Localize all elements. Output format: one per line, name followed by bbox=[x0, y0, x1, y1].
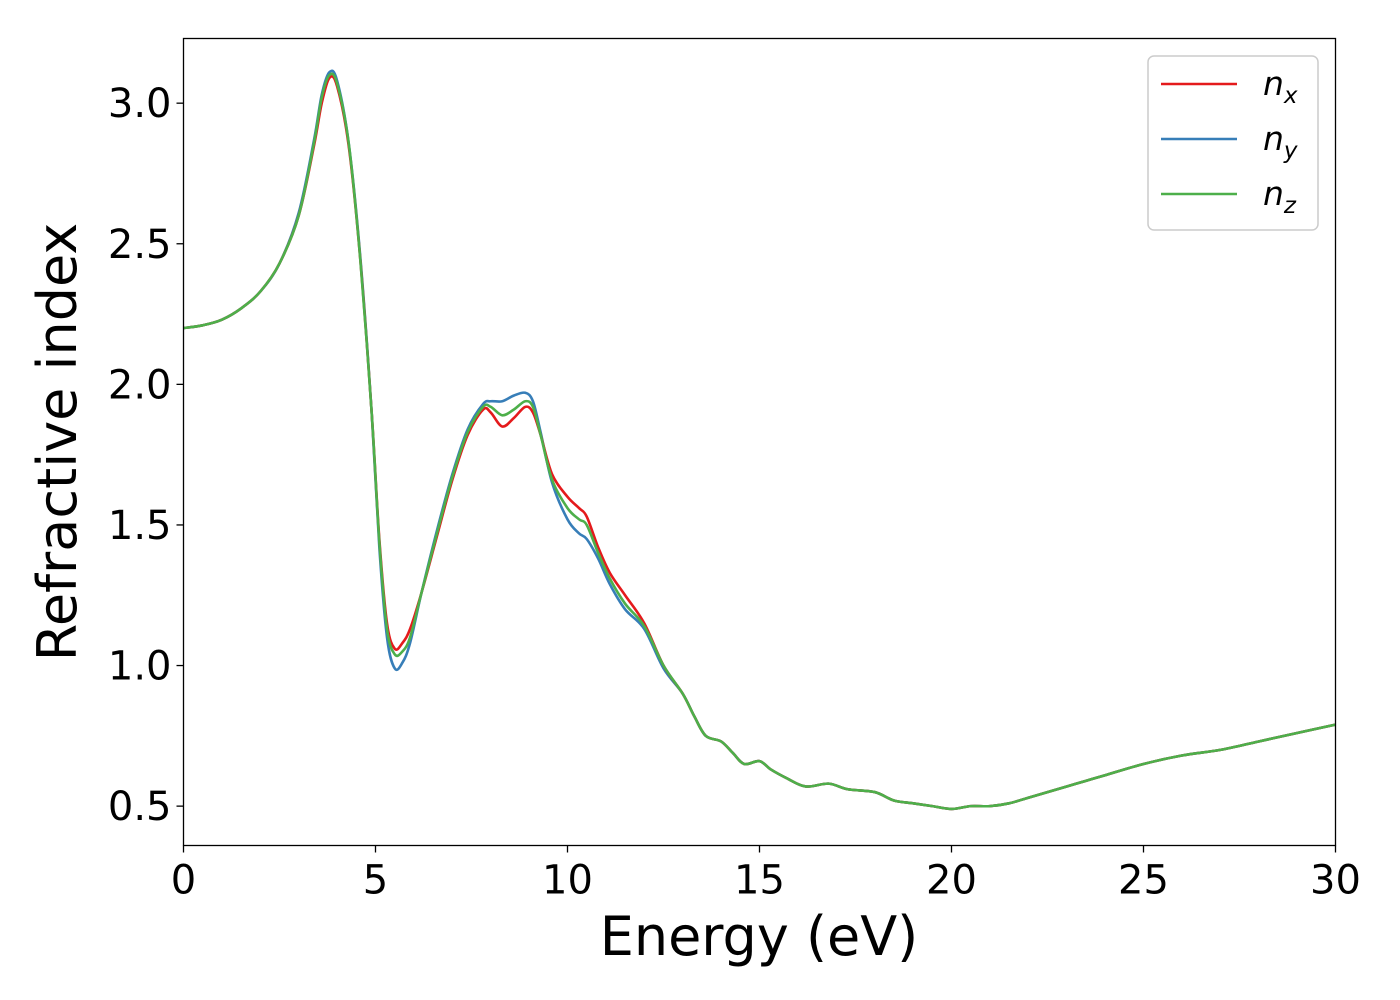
y-tick-label: 2.5 bbox=[108, 222, 172, 268]
x-tick-label: 0 bbox=[171, 858, 196, 904]
series-layer bbox=[183, 69, 1336, 811]
x-tick-label: 10 bbox=[542, 858, 593, 904]
y-tick-label: 2.0 bbox=[108, 362, 172, 408]
x-tick-label: 30 bbox=[1310, 858, 1361, 904]
legend-label-subscript: x bbox=[1283, 83, 1298, 109]
x-tick-label: 20 bbox=[926, 858, 977, 904]
x-axis-label: Energy (eV) bbox=[600, 905, 919, 968]
series-line-nz bbox=[183, 72, 1336, 811]
legend-label-subscript: y bbox=[1283, 138, 1298, 164]
y-axis-ticks: 0.5 1.0 1.5 2.0 2.5 3.0 bbox=[108, 81, 184, 830]
legend-label: nz bbox=[1263, 174, 1297, 219]
x-tick-label: 25 bbox=[1118, 858, 1169, 904]
legend-label: ny bbox=[1263, 119, 1298, 164]
y-tick-label: 1.5 bbox=[108, 503, 172, 549]
legend-label-main: n bbox=[1263, 174, 1284, 213]
x-tick-label: 5 bbox=[363, 858, 388, 904]
legend-label-main: n bbox=[1263, 119, 1284, 158]
legend-label: nx bbox=[1263, 64, 1298, 109]
y-tick-label: 1.0 bbox=[108, 644, 172, 690]
legend-label-main: n bbox=[1263, 64, 1284, 103]
y-tick-label: 3.0 bbox=[108, 81, 172, 127]
y-tick-label: 0.5 bbox=[108, 784, 172, 830]
x-axis-ticks: 0 5 10 15 20 25 30 bbox=[171, 845, 1361, 904]
y-axis-label: Refractive index bbox=[26, 223, 89, 662]
legend-box bbox=[1147, 55, 1319, 231]
legend-label-subscript: z bbox=[1283, 193, 1297, 219]
x-tick-label: 15 bbox=[734, 858, 785, 904]
